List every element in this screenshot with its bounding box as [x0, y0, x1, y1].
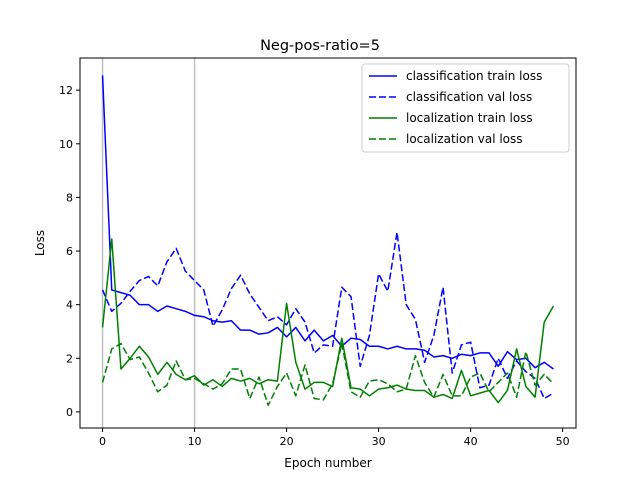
legend-label-2: localization train loss: [406, 111, 533, 125]
legend: classification train loss classification …: [361, 63, 570, 153]
x-axis-label: Epoch number: [284, 456, 371, 470]
series-line-2: [101, 238, 555, 404]
y-tick-label: 4: [66, 299, 73, 312]
y-tick-label: 6: [66, 245, 73, 258]
x-axis-ticks: 0 10 20 30 40 50: [99, 428, 570, 448]
y-tick-label: 2: [66, 352, 73, 365]
y-axis-ticks: 0 2 4 6 8 10 12: [59, 84, 80, 419]
legend-label-3: localization val loss: [406, 132, 523, 146]
x-tick-label: 20: [280, 435, 294, 448]
x-tick-label: 30: [372, 435, 386, 448]
legend-label-0: classification train loss: [406, 69, 542, 83]
legend-label-1: classification val loss: [406, 90, 532, 104]
x-tick-label: 40: [464, 435, 478, 448]
y-tick-label: 8: [66, 191, 73, 204]
series-line-0: [101, 75, 554, 370]
series-line-1: [101, 231, 554, 400]
y-tick-label: 10: [59, 138, 73, 151]
legend-box: [361, 63, 570, 153]
chart-title: Neg-pos-ratio=5: [260, 38, 380, 54]
y-tick-label: 12: [59, 84, 73, 97]
vertical-reference-lines: [101, 58, 196, 428]
x-tick-label: 50: [556, 435, 570, 448]
y-axis-label: Loss: [33, 230, 47, 256]
axes-frame: [79, 57, 577, 429]
series-layer: [101, 75, 555, 406]
x-tick-label: 10: [188, 435, 202, 448]
series-line-3: [101, 342, 554, 406]
y-tick-label: 0: [66, 406, 73, 419]
x-tick-label: 0: [99, 435, 106, 448]
